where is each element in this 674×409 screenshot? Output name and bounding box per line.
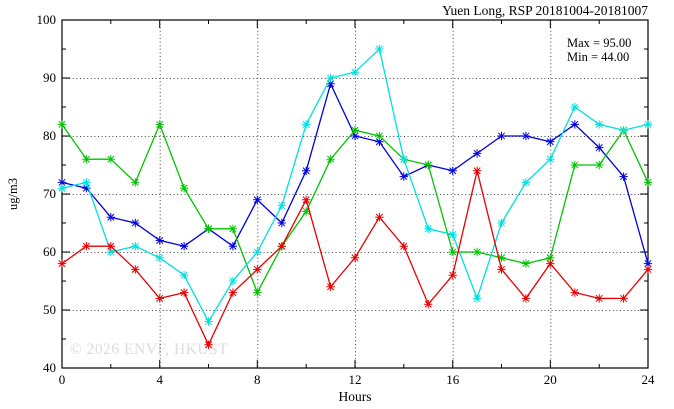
series-markers-blue [57, 79, 653, 268]
x-axis-title: Hours [339, 389, 372, 404]
y-tick-label: 80 [43, 128, 56, 143]
y-tick-label: 70 [43, 186, 56, 201]
series-line-cyan [61, 47, 649, 323]
x-tick-label: 4 [156, 372, 163, 387]
y-tick-label: 100 [37, 12, 57, 27]
y-tick-label: 50 [43, 302, 56, 317]
x-tick-label: 16 [446, 372, 460, 387]
chart-title: Yuen Long, RSP 20181004-20181007 [442, 3, 648, 18]
y-axis-title: ug/m3 [6, 178, 20, 210]
series-cyan [57, 44, 653, 326]
tick-labels: 40 50 60 70 80 90 100 0 4 8 12 16 20 24 [37, 12, 656, 387]
series-green [57, 120, 653, 297]
x-tick-label: 8 [254, 372, 261, 387]
min-annotation: Min = 44.00 [567, 50, 629, 64]
y-tick-label: 90 [43, 70, 56, 85]
max-annotation: Max = 95.00 [567, 36, 631, 50]
y-tick-label: 60 [43, 244, 56, 259]
max-min-annotation: Max = 95.00 Min = 44.00 [567, 36, 631, 64]
series-blue [57, 79, 653, 268]
plot-layer: 40 50 60 70 80 90 100 0 4 8 12 16 20 24 [37, 12, 656, 387]
x-tick-label: 0 [59, 372, 66, 387]
grid-layer [62, 20, 648, 368]
x-tick-label: 12 [349, 372, 362, 387]
series-markers-red [57, 166, 653, 349]
series-red [57, 166, 653, 349]
plot-border [61, 19, 649, 369]
watermark: © 2026 ENVF, HKUST [70, 341, 228, 358]
series-markers-green [57, 120, 653, 297]
series-markers-cyan [57, 44, 653, 326]
x-tick-label: 20 [544, 372, 557, 387]
x-tick-label: 24 [642, 372, 656, 387]
y-tick-label: 40 [43, 360, 56, 375]
